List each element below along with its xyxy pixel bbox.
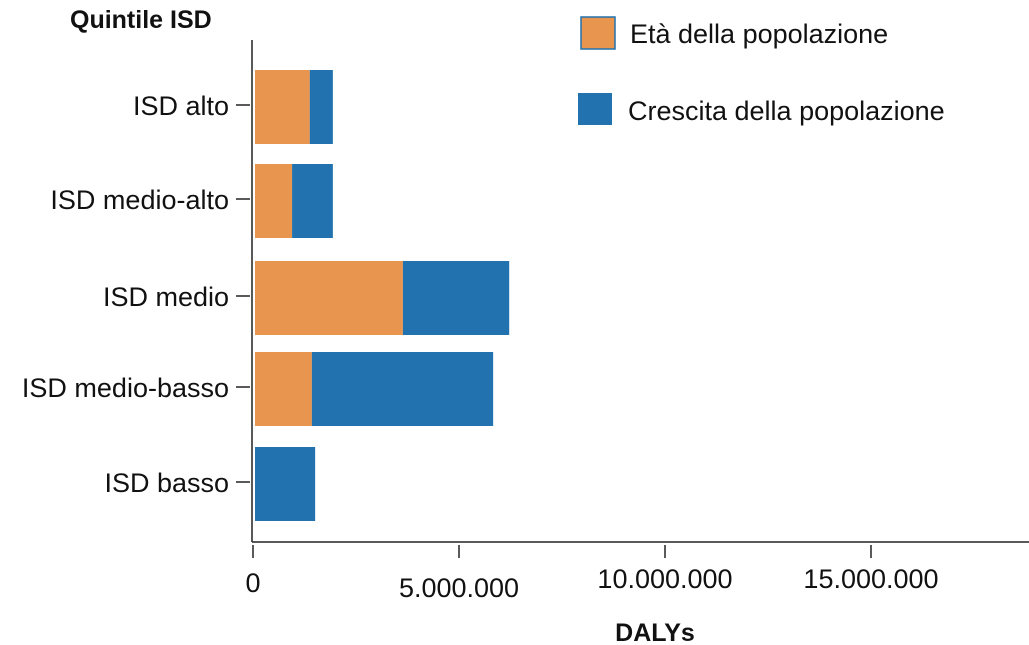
legend-swatch-crescita xyxy=(578,93,612,125)
y-tick-label: ISD medio-basso xyxy=(22,373,229,403)
bar-eta-2 xyxy=(255,261,403,335)
legend-label-crescita: Crescita della popolazione xyxy=(628,96,945,126)
x-tick-label: 0 xyxy=(245,568,260,598)
bar-crescita-4 xyxy=(255,447,316,521)
bar-crescita-0 xyxy=(309,70,333,144)
y-tick-label: ISD medio-alto xyxy=(50,185,229,215)
x-tick-label: 15.000.000 xyxy=(803,564,938,594)
bar-eta-0 xyxy=(255,70,310,144)
bar-crescita-3 xyxy=(311,352,494,426)
legend-label-eta: Età della popolazione xyxy=(630,19,888,49)
x-axis-title: DALYs xyxy=(615,619,695,645)
legend: Età della popolazione Crescita della pop… xyxy=(578,16,945,126)
bar-crescita-1 xyxy=(292,164,333,238)
y-tick-label: ISD medio xyxy=(103,282,229,312)
y-tick-label: ISD basso xyxy=(104,468,229,498)
y-tick-label: ISD alto xyxy=(133,91,229,121)
x-tick-label: 10.000.000 xyxy=(597,564,732,594)
bar-eta-1 xyxy=(255,164,293,238)
bar-eta-3 xyxy=(255,352,312,426)
x-tick-label: 5.000.000 xyxy=(399,573,519,603)
legend-swatch-eta xyxy=(580,16,616,50)
bar-crescita-2 xyxy=(402,261,510,335)
y-axis-title: Quintile ISD xyxy=(70,6,212,34)
